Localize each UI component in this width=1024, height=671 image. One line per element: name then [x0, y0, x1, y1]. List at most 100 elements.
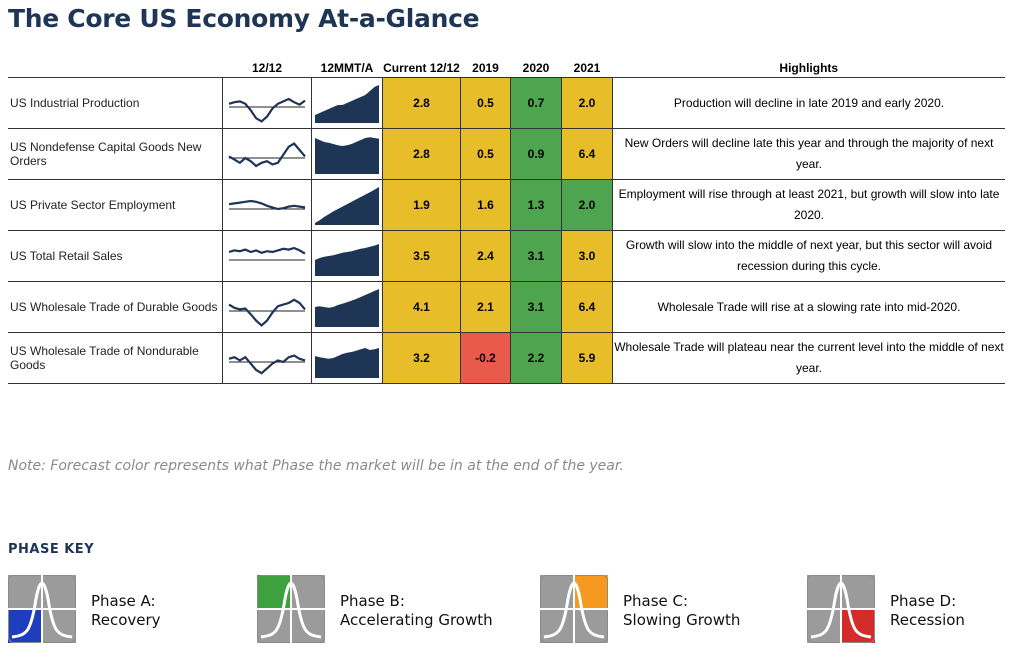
- area-chart-cell: [311, 128, 383, 180]
- header-2020: 2020: [510, 58, 562, 78]
- header-current: Current 12/12: [382, 58, 461, 78]
- phase-key-label: Phase D: Recession: [890, 592, 965, 630]
- indicator-name: US Industrial Production: [8, 77, 223, 129]
- value-y2019: 1.6: [460, 179, 511, 231]
- value-y2021: 6.4: [561, 281, 613, 333]
- area-series: [315, 85, 379, 123]
- table-row: US Wholesale Trade of Durable Goods 4.1 2.…: [8, 281, 1005, 333]
- header-2021: 2021: [561, 58, 613, 78]
- highlight-text: Production will decline in late 2019 and…: [612, 77, 1005, 129]
- highlight-text: Growth will slow into the middle of next…: [612, 230, 1005, 282]
- value-current: 2.8: [382, 77, 461, 129]
- header-name: [8, 58, 223, 78]
- value-y2020: 3.1: [510, 281, 562, 333]
- phase-curve-icon: [257, 575, 325, 643]
- sparkline-cell: [222, 77, 312, 129]
- phase-name: Phase A:: [91, 592, 156, 610]
- area-chart-12mmt: [315, 85, 379, 123]
- value-y2020: 0.7: [510, 77, 562, 129]
- sparkline-series: [228, 298, 306, 327]
- value-y2020: 2.2: [510, 332, 562, 384]
- sparkline-series: [228, 354, 306, 375]
- table-row: US Wholesale Trade of Nondurable Goods 3.…: [8, 332, 1005, 384]
- sparkline-cell: [222, 332, 312, 384]
- area-series: [315, 348, 379, 378]
- value-current: 2.8: [382, 128, 461, 180]
- table-row: US Industrial Production 2.8 0.5 0.7 2.0 Prod…: [8, 77, 1005, 129]
- sparkline-12-12: [228, 199, 306, 211]
- phase-description: Recession: [890, 611, 965, 629]
- value-y2019: 0.5: [460, 128, 511, 180]
- value-y2020: 0.9: [510, 128, 562, 180]
- indicator-name: US Total Retail Sales: [8, 230, 223, 282]
- sparkline-series: [228, 142, 306, 168]
- value-current: 3.2: [382, 332, 461, 384]
- indicator-name: US Nondefense Capital Goods New Orders: [8, 128, 223, 180]
- table-row: US Private Sector Employment 1.9 1.6 1.3 2.0…: [8, 179, 1005, 231]
- highlight-text: New Orders will decline late this year a…: [612, 128, 1005, 180]
- header-spark-12mmt: 12MMT/A: [311, 58, 383, 78]
- area-chart-12mmt: [315, 244, 379, 276]
- sparkline-12-12: [228, 97, 306, 123]
- header-spark-12-12: 12/12: [222, 58, 312, 78]
- highlight-text: Employment will rise through at least 20…: [612, 179, 1005, 231]
- phase-key-label: Phase A: Recovery: [91, 592, 161, 630]
- phase-key-title: PHASE KEY: [8, 542, 95, 557]
- table-row: US Nondefense Capital Goods New Orders 2.…: [8, 128, 1005, 180]
- highlight-text: Wholesale Trade will rise at a slowing r…: [612, 281, 1005, 333]
- phase-curve-icon: [8, 575, 76, 643]
- sparkline-series: [228, 246, 306, 255]
- value-y2021: 2.0: [561, 179, 613, 231]
- table-row: US Total Retail Sales 3.5 2.4 3.1 3.0 Growth …: [8, 230, 1005, 282]
- sparkline-cell: [222, 281, 312, 333]
- area-chart-12mmt: [315, 289, 379, 327]
- value-y2019: 2.4: [460, 230, 511, 282]
- value-y2021: 6.4: [561, 128, 613, 180]
- indicator-name: US Wholesale Trade of Nondurable Goods: [8, 332, 223, 384]
- area-chart-cell: [311, 281, 383, 333]
- area-chart-12mmt: [315, 187, 379, 225]
- sparkline-12-12: [228, 246, 306, 261]
- value-current: 1.9: [382, 179, 461, 231]
- phase-curve-icon: [807, 575, 875, 643]
- value-y2019: -0.2: [460, 332, 511, 384]
- value-y2021: 3.0: [561, 230, 613, 282]
- value-y2020: 3.1: [510, 230, 562, 282]
- sparkline-12-12: [228, 142, 306, 168]
- phase-name: Phase B:: [340, 592, 405, 610]
- value-y2019: 2.1: [460, 281, 511, 333]
- header-highlights: Highlights: [612, 58, 1005, 78]
- phase-name: Phase C:: [623, 592, 689, 610]
- phase-description: Recovery: [91, 611, 161, 629]
- area-chart-cell: [311, 332, 383, 384]
- area-chart-12mmt: [315, 137, 379, 174]
- phase-name: Phase D:: [890, 592, 957, 610]
- value-y2021: 5.9: [561, 332, 613, 384]
- economy-table: 12/12 12MMT/A Current 12/12 2019 2020 20…: [8, 58, 1005, 384]
- phase-key-label: Phase B: Accelerating Growth: [340, 592, 493, 630]
- area-chart-cell: [311, 179, 383, 231]
- sparkline-cell: [222, 128, 312, 180]
- phase-key-label: Phase C: Slowing Growth: [623, 592, 740, 630]
- area-series: [315, 244, 379, 276]
- area-series: [315, 187, 379, 225]
- sparkline-12-12: [228, 298, 306, 327]
- area-chart-cell: [311, 77, 383, 129]
- value-y2019: 0.5: [460, 77, 511, 129]
- indicator-name: US Wholesale Trade of Durable Goods: [8, 281, 223, 333]
- sparkline-cell: [222, 179, 312, 231]
- area-series: [315, 289, 379, 327]
- phase-description: Slowing Growth: [623, 611, 741, 629]
- page-title: The Core US Economy At-a-Glance: [8, 4, 480, 33]
- value-y2020: 1.3: [510, 179, 562, 231]
- value-current: 4.1: [382, 281, 461, 333]
- table-header-row: 12/12 12MMT/A Current 12/12 2019 2020 20…: [8, 58, 1005, 78]
- phase-description: Accelerating Growth: [340, 611, 493, 629]
- area-chart-12mmt: [315, 348, 379, 378]
- forecast-note: Note: Forecast color represents what Pha…: [8, 458, 624, 474]
- sparkline-12-12: [228, 354, 306, 375]
- highlight-text: Wholesale Trade will plateau near the cu…: [612, 332, 1005, 384]
- header-2019: 2019: [460, 58, 511, 78]
- value-current: 3.5: [382, 230, 461, 282]
- area-series: [315, 137, 379, 174]
